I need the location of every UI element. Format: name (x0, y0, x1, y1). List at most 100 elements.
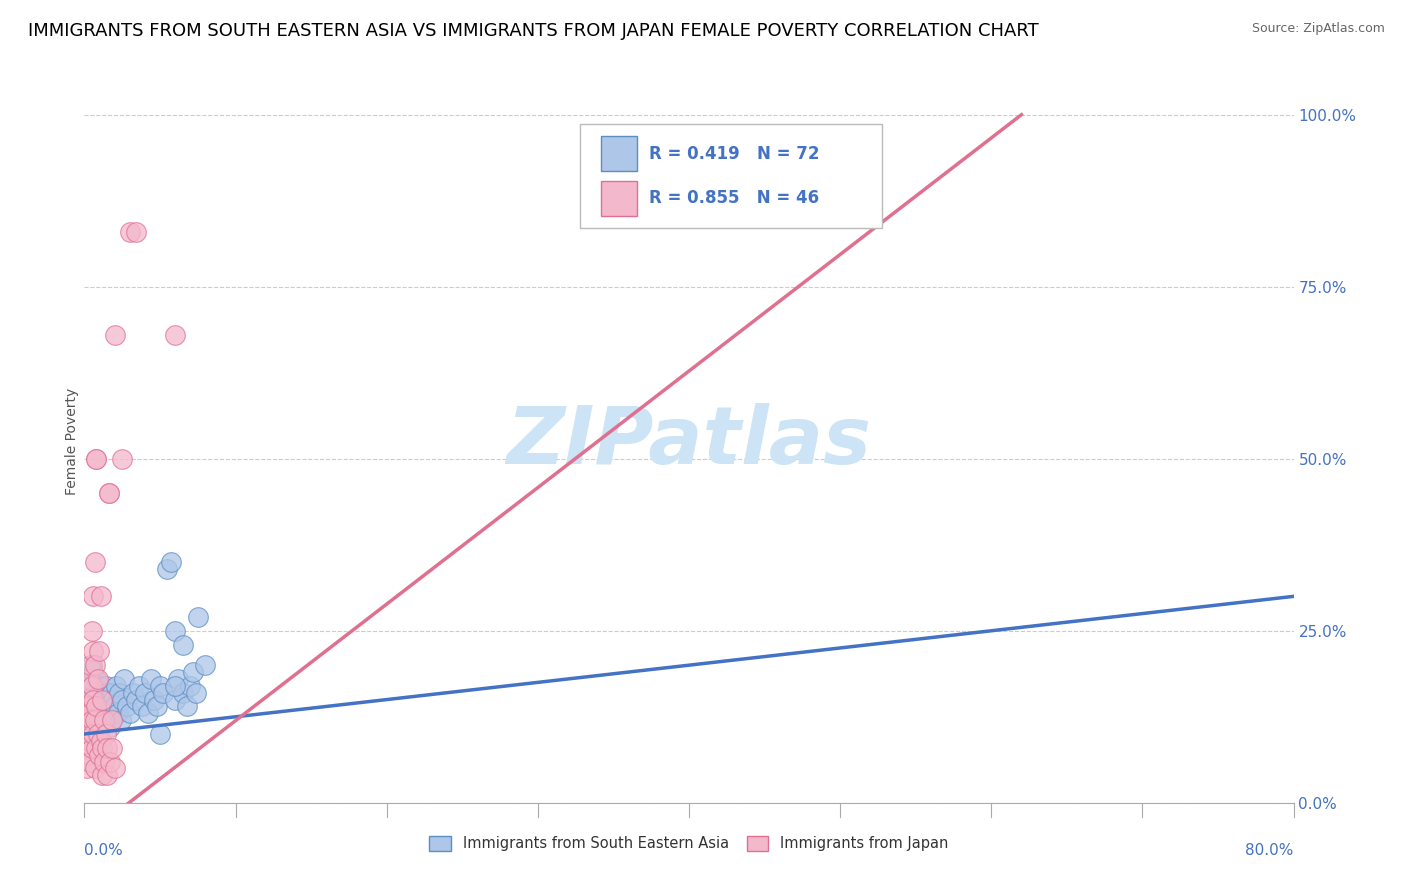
Point (76, 713, 98, 727)
Point (121, 686, 143, 700)
Point (176, 699, 198, 714)
Text: 0.0%: 0.0% (84, 843, 124, 857)
Text: R = 0.855   N = 46: R = 0.855 N = 46 (650, 189, 820, 208)
Point (179, 679, 201, 693)
Point (80, 679, 103, 693)
Point (118, 706, 141, 721)
Point (156, 562, 179, 576)
Point (86, 672, 108, 686)
FancyBboxPatch shape (600, 181, 637, 216)
Point (112, 672, 135, 686)
Y-axis label: Female Poverty: Female Poverty (65, 388, 79, 495)
Point (104, 761, 127, 775)
Text: 80.0%: 80.0% (1246, 843, 1294, 857)
Point (91, 713, 114, 727)
Point (84, 706, 107, 721)
Point (118, 225, 141, 239)
Point (79, 734, 101, 748)
Point (77, 672, 100, 686)
Point (82, 665, 104, 679)
Point (79, 706, 101, 721)
Point (93, 706, 115, 721)
Point (89, 679, 111, 693)
Point (76, 740, 98, 755)
Point (77, 727, 100, 741)
Point (79, 658, 101, 673)
Point (97, 486, 120, 500)
Point (86, 740, 108, 755)
Point (84, 686, 107, 700)
Point (194, 658, 217, 673)
Point (93, 755, 115, 769)
Point (82, 692, 104, 706)
Point (89, 706, 111, 721)
Point (115, 699, 138, 714)
Point (110, 713, 132, 727)
Text: IMMIGRANTS FROM SOUTH EASTERN ASIA VS IMMIGRANTS FROM JAPAN FEMALE POVERTY CORRE: IMMIGRANTS FROM SOUTH EASTERN ASIA VS IM… (28, 22, 1039, 40)
Point (128, 679, 150, 693)
Point (125, 225, 148, 239)
Point (89, 644, 111, 658)
FancyBboxPatch shape (600, 136, 637, 171)
Point (101, 692, 124, 706)
Point (90, 734, 112, 748)
Point (104, 699, 127, 714)
Point (91, 686, 114, 700)
Point (111, 692, 134, 706)
Point (187, 610, 209, 624)
Point (91, 692, 114, 706)
Point (80, 713, 103, 727)
Point (86, 451, 108, 466)
Point (76, 761, 98, 775)
Point (80, 679, 103, 693)
Point (77, 699, 100, 714)
Point (97, 706, 120, 721)
Point (87, 727, 110, 741)
Point (90, 590, 112, 604)
Point (96, 740, 118, 755)
Text: Source: ZipAtlas.com: Source: ZipAtlas.com (1251, 22, 1385, 36)
Point (125, 692, 148, 706)
Point (90, 720, 112, 734)
Legend: Immigrants from South Eastern Asia, Immigrants from Japan: Immigrants from South Eastern Asia, Immi… (423, 830, 955, 857)
Point (165, 327, 187, 342)
Point (172, 638, 194, 652)
Point (108, 686, 131, 700)
Point (76, 686, 98, 700)
Point (100, 713, 122, 727)
Point (107, 706, 129, 721)
Point (165, 624, 187, 638)
Point (100, 686, 122, 700)
Point (136, 706, 159, 721)
Point (149, 727, 172, 741)
Point (104, 327, 127, 342)
FancyBboxPatch shape (581, 124, 883, 228)
Point (84, 713, 107, 727)
Point (152, 686, 174, 700)
Point (87, 672, 110, 686)
Point (77, 747, 100, 762)
Point (84, 720, 107, 734)
Point (89, 747, 111, 762)
Point (93, 713, 115, 727)
Point (82, 692, 104, 706)
Point (149, 679, 172, 693)
Point (82, 644, 104, 658)
Point (98, 699, 121, 714)
Point (77, 672, 100, 686)
Point (94, 727, 117, 741)
Point (80, 658, 103, 673)
Point (84, 658, 107, 673)
Point (172, 686, 194, 700)
Text: R = 0.419   N = 72: R = 0.419 N = 72 (650, 145, 820, 162)
Point (82, 590, 104, 604)
Point (91, 740, 114, 755)
Point (91, 768, 114, 782)
Point (181, 665, 204, 679)
Point (111, 451, 134, 466)
Text: ZIPatlas: ZIPatlas (506, 402, 872, 481)
Point (80, 706, 103, 721)
Point (96, 686, 118, 700)
Point (100, 740, 122, 755)
Point (98, 720, 121, 734)
